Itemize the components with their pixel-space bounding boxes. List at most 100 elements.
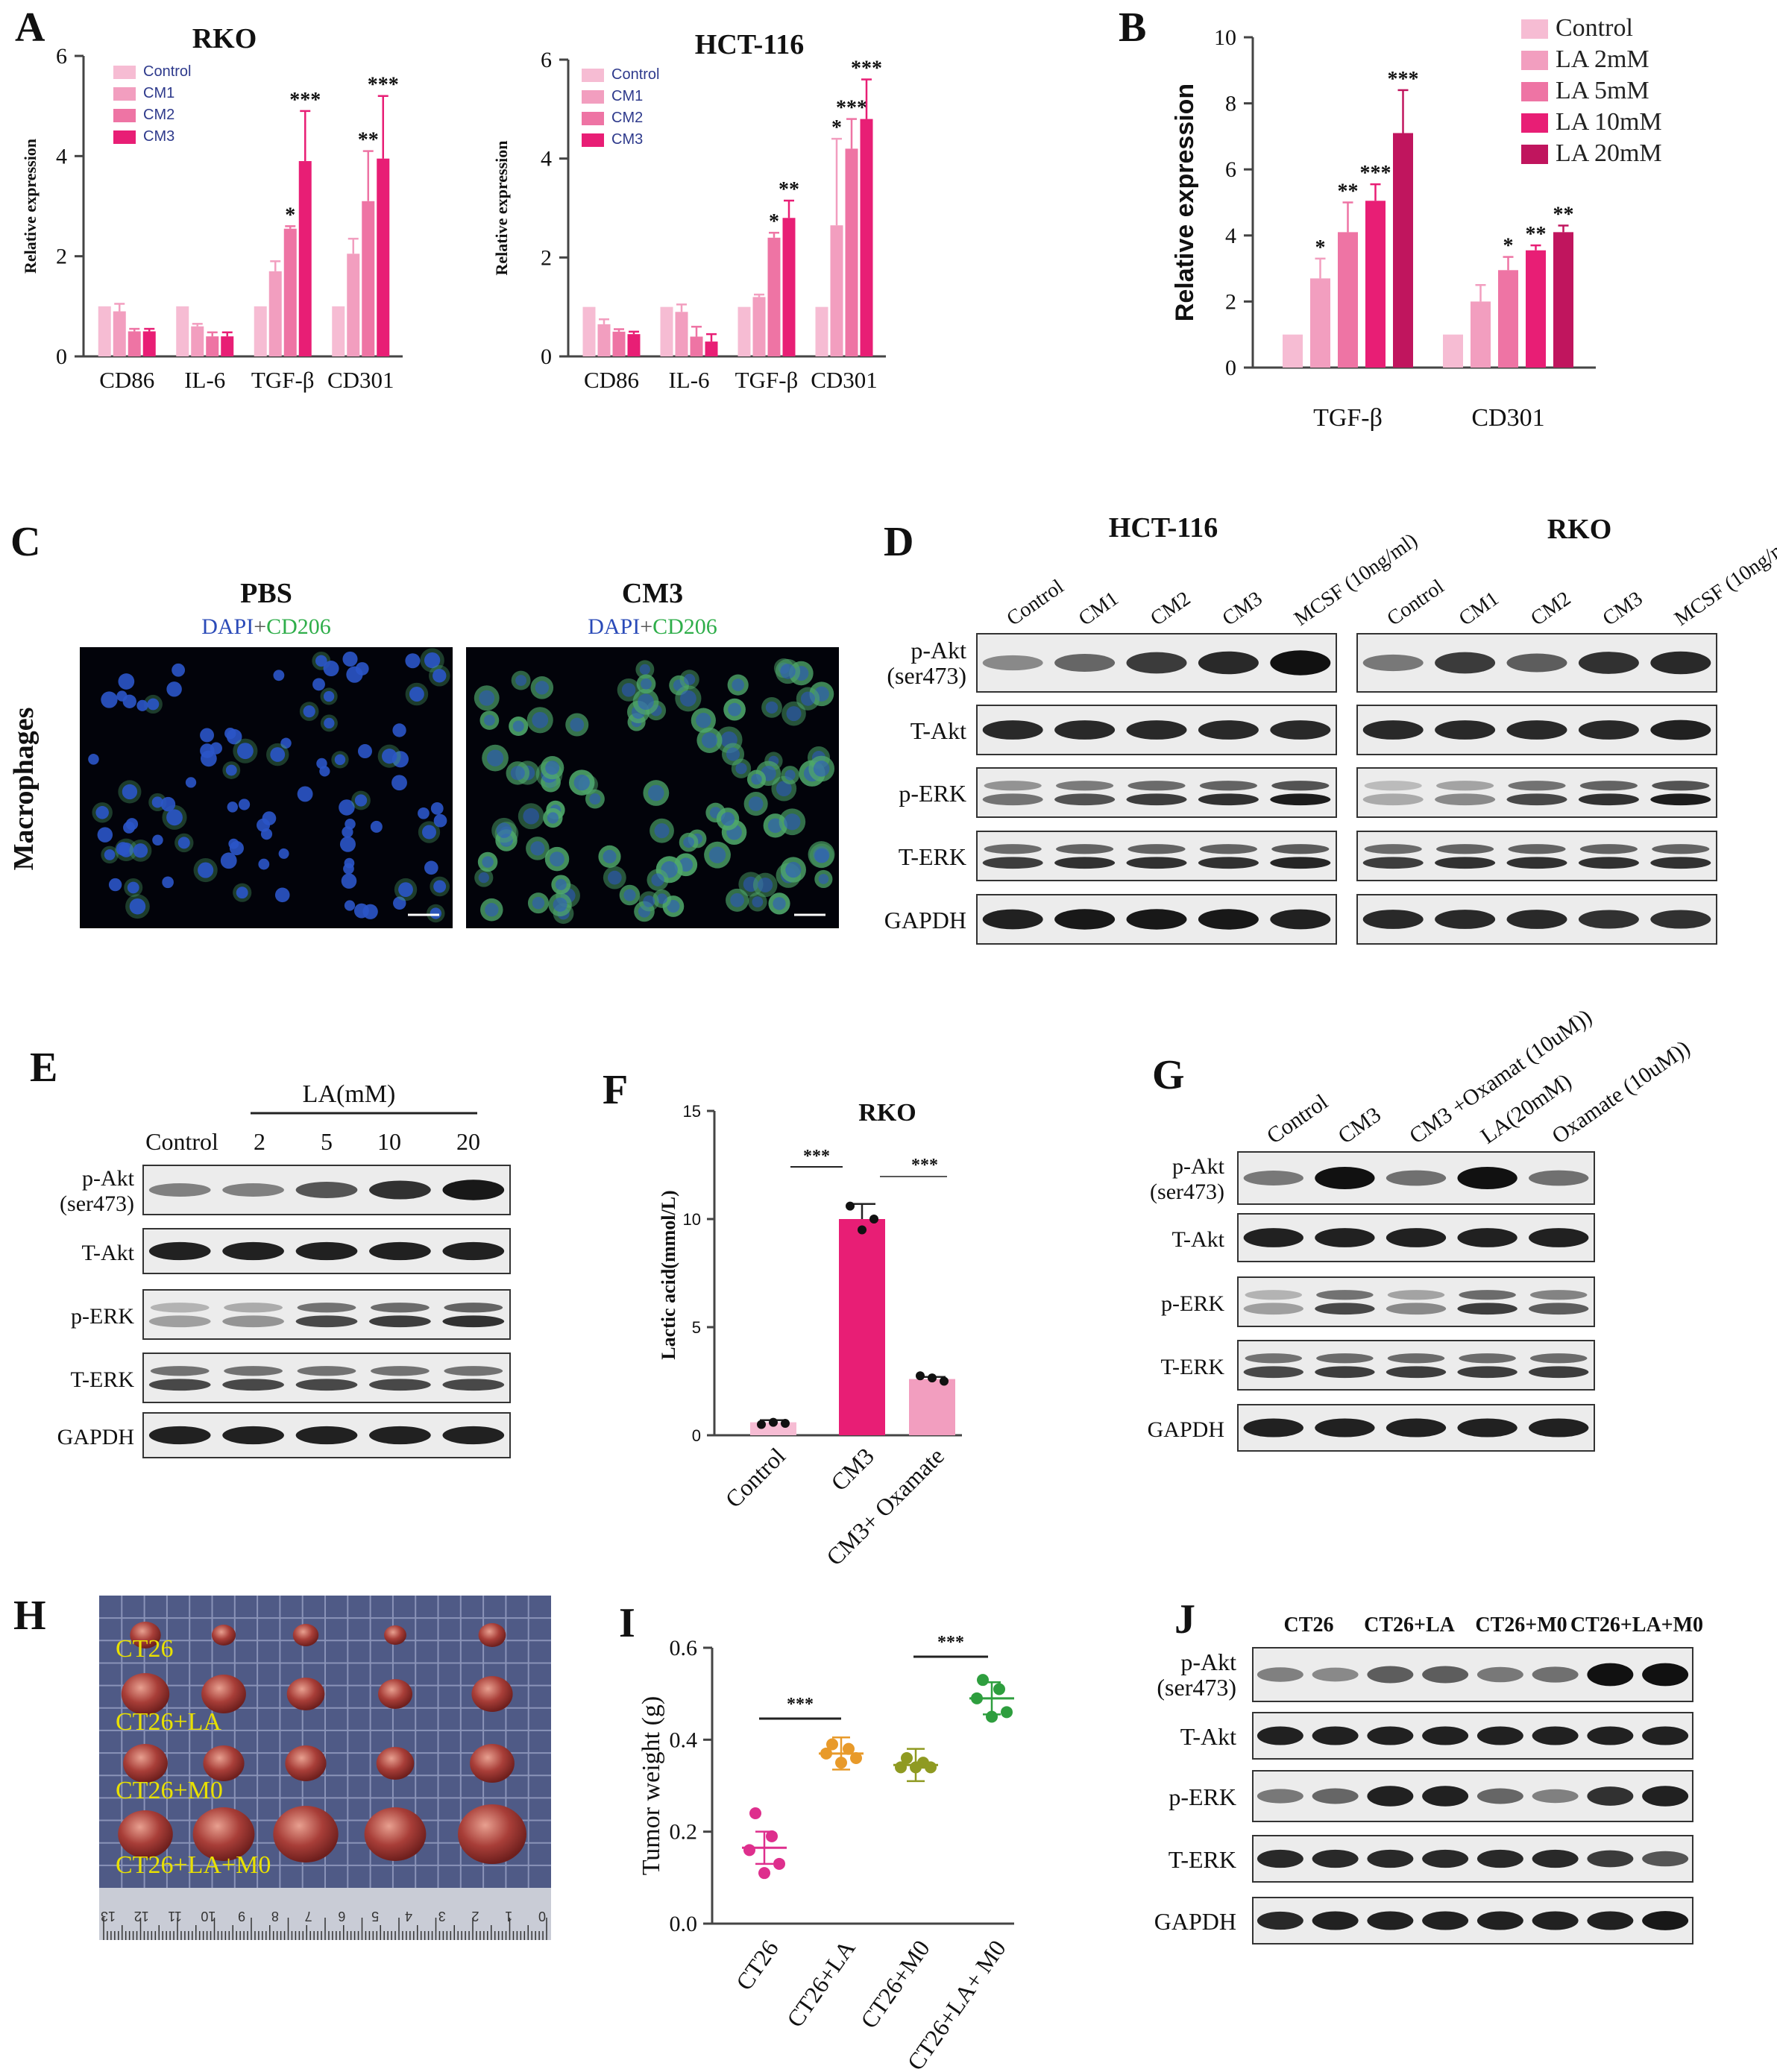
cell-nucleus (129, 898, 146, 915)
cell-nucleus (550, 851, 564, 867)
tumor-photo: 13 12 11 10 9 8 7 6 5 4 3 2 1 0CT26CT26+LACT26+M0CT26… (99, 1596, 551, 1940)
cell-nucleus (166, 809, 183, 826)
data-point (846, 1201, 855, 1211)
cell-nucleus (643, 895, 655, 907)
bar (815, 306, 828, 356)
cell-nucleus (224, 728, 236, 740)
blot-band (1198, 909, 1259, 930)
blot-band (222, 1426, 284, 1445)
blot-band (1315, 1303, 1375, 1315)
y-tick-label: 4 (56, 144, 67, 169)
cell-nucleus (147, 698, 160, 711)
blot-group-title: HCT-116 (1109, 512, 1218, 544)
blot-band (444, 1303, 503, 1313)
cell-nucleus (813, 761, 830, 777)
cell-nucleus (696, 712, 711, 728)
data-point (769, 1417, 778, 1427)
blot-band (1243, 1171, 1303, 1185)
bar (1310, 278, 1330, 368)
blot-band (295, 1426, 358, 1445)
significance-mark: *** (937, 1633, 964, 1652)
legend-entry: CM1 (143, 85, 174, 101)
significance-mark: *** (803, 1147, 830, 1166)
y-tick-label: 0 (541, 344, 552, 369)
ruler-number: 8 (271, 1909, 279, 1924)
significance-mark: ** (358, 129, 379, 152)
blot-band (1387, 1353, 1445, 1364)
cell-nucleus (758, 877, 773, 892)
blot-strip (1237, 1276, 1595, 1327)
blot-band (1315, 1228, 1375, 1247)
cell-nucleus (656, 893, 667, 904)
y-tick-label: 8 (1225, 92, 1236, 116)
blot-band (295, 1315, 358, 1328)
blot-band (1126, 909, 1187, 930)
significance-mark: *** (289, 89, 321, 112)
cell-nucleus (648, 784, 664, 802)
lane-label: CT26 (1284, 1613, 1334, 1637)
cell-nucleus (483, 714, 495, 726)
panel-letter-c: C (10, 519, 40, 565)
stain-separator: + (254, 614, 266, 639)
cell-nucleus (422, 825, 436, 840)
cell-nucleus (651, 873, 664, 887)
blot-band (1054, 909, 1116, 930)
y-tick-label: 0.2 (670, 1820, 698, 1845)
blot-band (1198, 720, 1259, 740)
cell-nucleus (683, 837, 694, 848)
tumor (203, 1745, 245, 1781)
blot-band (1362, 720, 1424, 740)
blot-band (1422, 1666, 1469, 1684)
blot-row-label: T-Akt (910, 717, 966, 744)
blot-band (222, 1315, 284, 1328)
blot-band (1271, 781, 1330, 791)
ruler-number: 10 (201, 1909, 216, 1924)
cell-nucleus (354, 794, 368, 807)
bar (1338, 232, 1358, 368)
ruler-number: 0 (538, 1909, 546, 1924)
blot-band (148, 1183, 211, 1197)
legend-swatch (1521, 145, 1548, 164)
blot-band (1506, 653, 1567, 673)
legend-swatch (1521, 19, 1548, 39)
blot-band (442, 1426, 505, 1445)
data-point (1001, 1706, 1013, 1719)
ruler-number: 11 (168, 1909, 182, 1924)
blot-strip (976, 831, 1337, 881)
blot-band (1587, 1726, 1634, 1745)
bar (909, 1379, 955, 1435)
blot-band (1457, 1228, 1517, 1247)
cell-nucleus (97, 827, 113, 843)
blot-band (982, 720, 1043, 740)
bar (283, 228, 297, 356)
y-axis-label: Lactic acid(mmol/L) (658, 1190, 679, 1359)
blot-band (1367, 1911, 1414, 1930)
cell-nucleus (535, 681, 550, 695)
cell-nucleus (227, 802, 239, 813)
y-tick-label: 0.0 (670, 1912, 698, 1936)
blot-band (1436, 781, 1494, 791)
panel-letter-e: E (30, 1045, 57, 1091)
category-label: CT26+M0 (855, 1935, 935, 2033)
blot-band (984, 781, 1042, 791)
blot-band (1126, 857, 1187, 869)
blot-band (1056, 844, 1114, 854)
blot-band (1245, 1290, 1303, 1300)
blot-band (1650, 910, 1711, 929)
y-tick-label: 4 (541, 147, 552, 171)
blot-band (1198, 793, 1259, 806)
blot-band (1312, 1911, 1359, 1930)
blot-band (1435, 652, 1496, 674)
cell-nucleus (433, 813, 447, 828)
cell-nucleus (814, 848, 829, 863)
significance-mark: *** (1360, 162, 1391, 185)
bar (254, 306, 267, 356)
blot-row-label: T-ERK (70, 1367, 134, 1392)
cell-nucleus (315, 655, 327, 667)
data-point (843, 1742, 855, 1755)
blot-band (1529, 1290, 1588, 1300)
panel-letter-b: B (1119, 4, 1146, 51)
blot-strip (1356, 831, 1717, 881)
tumor (378, 1679, 412, 1709)
